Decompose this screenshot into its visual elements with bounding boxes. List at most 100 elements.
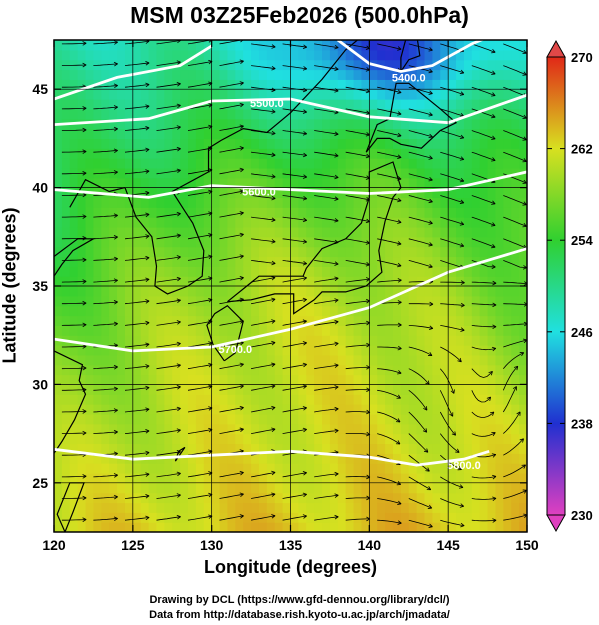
heatmap-cell — [227, 463, 236, 474]
heatmap-cell — [266, 492, 276, 504]
heatmap-cell — [448, 315, 457, 326]
heatmap-cell — [369, 364, 378, 376]
heatmap-cell — [329, 197, 339, 208]
heatmap-cell — [117, 335, 126, 346]
y-tick-label: 25 — [32, 475, 48, 491]
heatmap-cell — [109, 89, 118, 100]
heatmap-cell — [408, 236, 418, 248]
streamline — [156, 343, 181, 348]
heatmap-cell — [164, 167, 173, 179]
streamline-arrowhead — [145, 515, 150, 521]
heatmap-cell — [61, 276, 71, 287]
streamline-arrowhead — [239, 102, 244, 108]
heatmap-cell — [385, 40, 394, 51]
heatmap-cell — [432, 197, 441, 208]
heatmap-cell — [329, 413, 339, 425]
heatmap-cell — [519, 512, 527, 523]
heatmap-cell — [487, 236, 497, 248]
heatmap-cell — [385, 99, 394, 110]
heatmap-cell — [487, 512, 497, 523]
heatmap-cell — [495, 502, 504, 513]
heatmap-cell — [282, 217, 292, 228]
heatmap-cell — [337, 522, 347, 532]
streamline-arrowhead — [397, 370, 402, 375]
heatmap-cell — [180, 374, 189, 385]
heatmap-cell — [258, 364, 268, 376]
streamline — [156, 451, 181, 456]
heatmap-cell — [101, 40, 110, 51]
heatmap-cell — [463, 413, 473, 425]
heatmap-cell — [456, 217, 465, 228]
heatmap-cell — [282, 364, 292, 376]
heatmap-cell — [369, 197, 378, 208]
streamline — [345, 43, 370, 49]
heatmap-cell — [180, 492, 189, 504]
streamline — [282, 320, 307, 326]
streamline-arrowhead — [491, 135, 496, 140]
heatmap-cell — [227, 138, 236, 149]
heatmap-cell — [195, 404, 205, 415]
heatmap-cell — [140, 148, 150, 159]
heatmap-cell — [77, 266, 87, 277]
heatmap-cell — [322, 492, 331, 504]
heatmap-cell — [235, 492, 244, 504]
heatmap-cell — [361, 472, 370, 484]
heatmap-cell — [211, 40, 221, 51]
streamline — [314, 321, 339, 326]
heatmap-cell — [140, 226, 150, 238]
streamline-arrowhead — [459, 503, 464, 508]
heatmap-cell — [258, 335, 268, 346]
heatmap-cell — [203, 266, 213, 277]
heatmap-cell — [227, 345, 236, 356]
heatmap-cell — [219, 502, 229, 513]
heatmap-cell — [385, 89, 394, 100]
heatmap-cell — [211, 246, 221, 258]
streamline — [471, 303, 497, 306]
heatmap-cell — [487, 463, 497, 474]
heatmap-cell — [61, 453, 71, 464]
streamline-arrowhead — [397, 278, 402, 283]
heatmap-cell — [172, 463, 181, 474]
streamline-arrowhead — [460, 327, 465, 332]
heatmap-cell — [353, 512, 363, 523]
heatmap-cell — [156, 413, 165, 425]
heatmap-cell — [487, 226, 497, 238]
heatmap-cell — [306, 207, 315, 218]
heatmap-cell — [298, 69, 307, 80]
heatmap-cell — [440, 128, 449, 139]
heatmap-cell — [172, 167, 181, 179]
heatmap-cell — [188, 354, 197, 366]
heatmap-cell — [180, 286, 189, 297]
heatmap-cell — [306, 79, 315, 90]
heatmap-cell — [314, 453, 323, 464]
streamline-arrowhead — [82, 41, 87, 46]
heatmap-cell — [385, 295, 394, 307]
heatmap-cell — [101, 433, 110, 445]
streamline — [439, 411, 456, 436]
heatmap-cell — [93, 522, 102, 532]
heatmap-cell — [211, 99, 221, 110]
heatmap-cell — [164, 40, 173, 51]
heatmap-cell — [298, 404, 307, 415]
heatmap-cell — [203, 413, 213, 425]
heatmap-cell — [54, 364, 63, 376]
streamline — [93, 496, 118, 499]
heatmap-cell — [298, 89, 307, 100]
heatmap-cell — [519, 266, 527, 277]
heatmap-cell — [322, 79, 331, 90]
heatmap-cell — [385, 226, 394, 238]
heatmap-cell — [424, 404, 433, 415]
heatmap-cell — [251, 354, 260, 366]
streamline — [314, 260, 339, 265]
heatmap-cell — [69, 99, 79, 110]
heatmap-cell — [266, 226, 276, 238]
streamline — [219, 190, 244, 196]
heatmap-cell — [377, 512, 386, 523]
heatmap-cell — [416, 167, 426, 179]
heatmap-cell — [140, 69, 150, 80]
heatmap-cell — [463, 394, 473, 405]
heatmap-cell — [424, 345, 433, 356]
heatmap-cell — [274, 158, 284, 169]
heatmap-cell — [298, 374, 307, 385]
heatmap-cell — [54, 453, 63, 464]
